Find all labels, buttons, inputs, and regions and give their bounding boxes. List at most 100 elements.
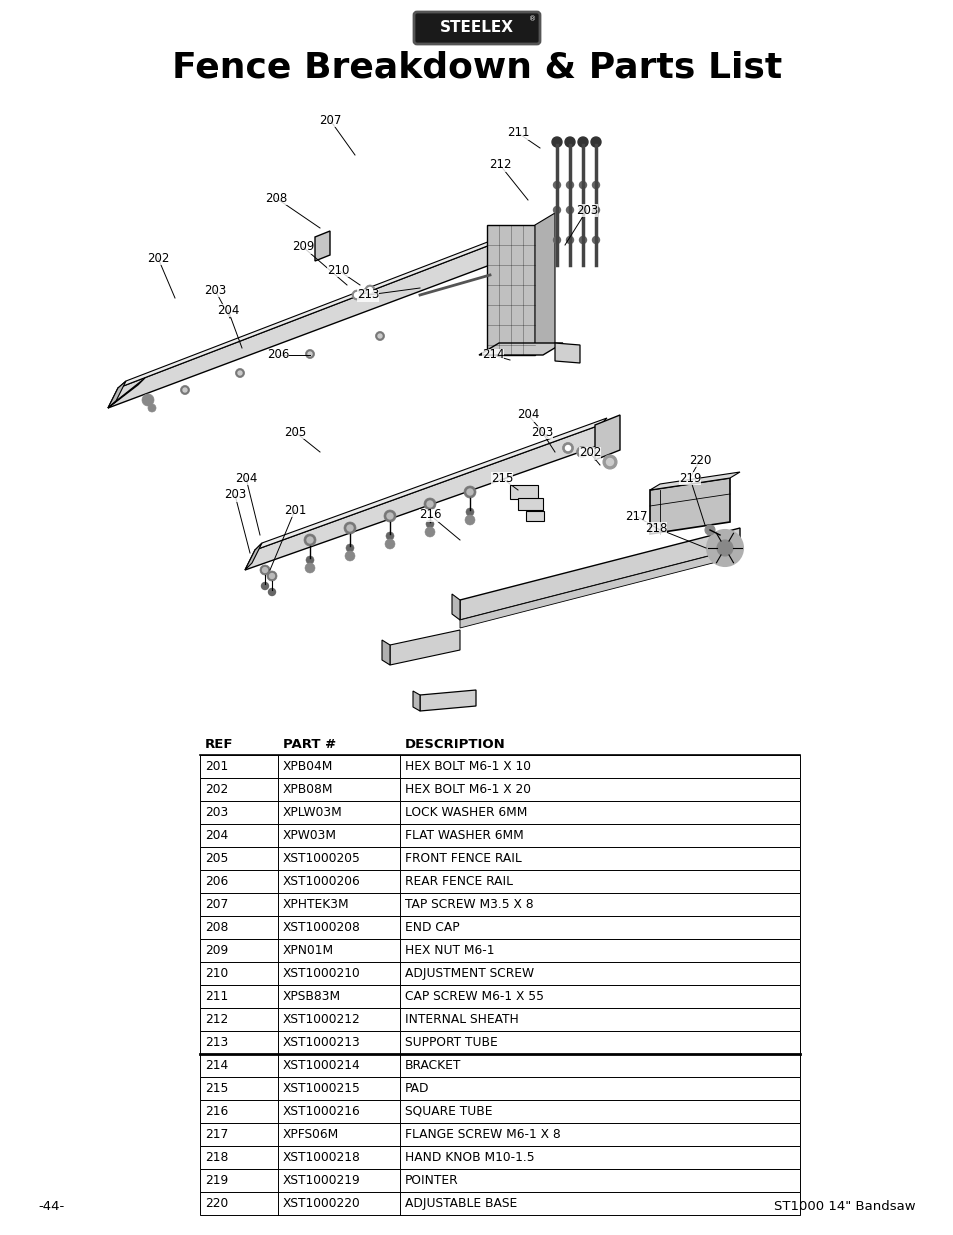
- Text: 219: 219: [205, 1174, 228, 1187]
- Text: DESCRIPTION: DESCRIPTION: [405, 737, 505, 751]
- Text: HAND KNOB M10-1.5: HAND KNOB M10-1.5: [405, 1151, 534, 1165]
- Circle shape: [564, 137, 575, 147]
- Text: END CAP: END CAP: [405, 921, 459, 934]
- Bar: [200, 1100, 800, 1123]
- Text: XPFS06M: XPFS06M: [283, 1128, 339, 1141]
- Polygon shape: [381, 640, 390, 664]
- Circle shape: [305, 563, 314, 573]
- Text: XST1000212: XST1000212: [283, 1013, 360, 1026]
- Circle shape: [566, 236, 573, 243]
- Circle shape: [463, 487, 476, 498]
- Circle shape: [553, 206, 560, 214]
- Polygon shape: [486, 225, 535, 354]
- Circle shape: [704, 525, 714, 535]
- Circle shape: [355, 293, 359, 298]
- Text: 202: 202: [205, 783, 228, 797]
- Text: -44-: -44-: [38, 1200, 64, 1214]
- Circle shape: [347, 525, 353, 531]
- Bar: [200, 939, 800, 962]
- Bar: [200, 1123, 800, 1146]
- Text: 207: 207: [205, 898, 228, 911]
- Polygon shape: [452, 594, 459, 620]
- Text: XST1000213: XST1000213: [283, 1036, 360, 1049]
- Text: 205: 205: [205, 852, 228, 864]
- Circle shape: [465, 508, 474, 516]
- Text: 208: 208: [265, 191, 287, 205]
- Text: 203: 203: [530, 426, 553, 438]
- Text: 206: 206: [267, 348, 289, 362]
- Circle shape: [427, 501, 433, 508]
- Text: Fence Breakdown & Parts List: Fence Breakdown & Parts List: [172, 51, 781, 85]
- Text: XPB04M: XPB04M: [283, 760, 333, 773]
- Bar: [200, 1008, 800, 1031]
- Text: 212: 212: [205, 1013, 228, 1026]
- Bar: [200, 1053, 800, 1077]
- Text: 218: 218: [205, 1151, 228, 1165]
- Text: 201: 201: [205, 760, 228, 773]
- Circle shape: [578, 450, 584, 454]
- Text: 217: 217: [624, 510, 646, 522]
- Bar: [200, 869, 800, 893]
- Text: 204: 204: [216, 304, 239, 316]
- Text: FRONT FENCE RAIL: FRONT FENCE RAIL: [405, 852, 521, 864]
- Circle shape: [426, 520, 434, 529]
- Circle shape: [562, 442, 573, 453]
- Text: 219: 219: [678, 472, 700, 484]
- Circle shape: [606, 458, 613, 466]
- Circle shape: [305, 350, 314, 358]
- Text: 204: 204: [234, 472, 257, 484]
- Circle shape: [578, 137, 587, 147]
- Bar: [200, 755, 800, 778]
- Text: 218: 218: [644, 521, 666, 535]
- Circle shape: [269, 573, 274, 578]
- Circle shape: [387, 513, 393, 519]
- Circle shape: [262, 568, 267, 573]
- Text: 216: 216: [205, 1105, 228, 1118]
- Polygon shape: [419, 690, 476, 711]
- Circle shape: [385, 538, 395, 550]
- Text: XPB08M: XPB08M: [283, 783, 334, 797]
- Text: 210: 210: [327, 263, 349, 277]
- Circle shape: [346, 543, 354, 552]
- Circle shape: [268, 589, 275, 595]
- Text: 213: 213: [205, 1036, 228, 1049]
- Polygon shape: [459, 529, 740, 620]
- Circle shape: [578, 206, 586, 214]
- Circle shape: [565, 446, 570, 451]
- Text: XPN01M: XPN01M: [283, 944, 334, 957]
- Text: 211: 211: [205, 990, 228, 1003]
- Circle shape: [592, 236, 598, 243]
- Circle shape: [267, 571, 276, 580]
- Circle shape: [306, 556, 314, 564]
- Circle shape: [590, 137, 600, 147]
- Text: 214: 214: [481, 348, 504, 362]
- Bar: [200, 1192, 800, 1215]
- Circle shape: [578, 236, 586, 243]
- Text: 204: 204: [205, 829, 228, 842]
- Text: XPSB83M: XPSB83M: [283, 990, 341, 1003]
- Bar: [200, 986, 800, 1008]
- Text: SUPPORT TUBE: SUPPORT TUBE: [405, 1036, 497, 1049]
- Text: 213: 213: [356, 289, 378, 301]
- Circle shape: [464, 515, 475, 525]
- Text: INTERNAL SHEATH: INTERNAL SHEATH: [405, 1013, 518, 1026]
- Circle shape: [180, 385, 190, 394]
- Circle shape: [307, 537, 313, 543]
- Bar: [200, 962, 800, 986]
- Text: 204: 204: [517, 409, 538, 421]
- Text: XPHTEK3M: XPHTEK3M: [283, 898, 349, 911]
- Circle shape: [578, 182, 586, 189]
- Circle shape: [717, 540, 732, 556]
- Text: BRACKET: BRACKET: [405, 1058, 461, 1072]
- Text: 203: 203: [204, 284, 226, 296]
- Text: XST1000210: XST1000210: [283, 967, 360, 981]
- Circle shape: [375, 331, 384, 341]
- Polygon shape: [245, 425, 599, 571]
- Text: 202: 202: [147, 252, 169, 264]
- Text: 215: 215: [205, 1082, 228, 1095]
- Circle shape: [304, 534, 315, 546]
- Text: ADJUSTMENT SCREW: ADJUSTMENT SCREW: [405, 967, 534, 981]
- Text: ST1000 14" Bandsaw: ST1000 14" Bandsaw: [774, 1200, 915, 1214]
- Bar: [200, 778, 800, 802]
- Circle shape: [308, 352, 312, 356]
